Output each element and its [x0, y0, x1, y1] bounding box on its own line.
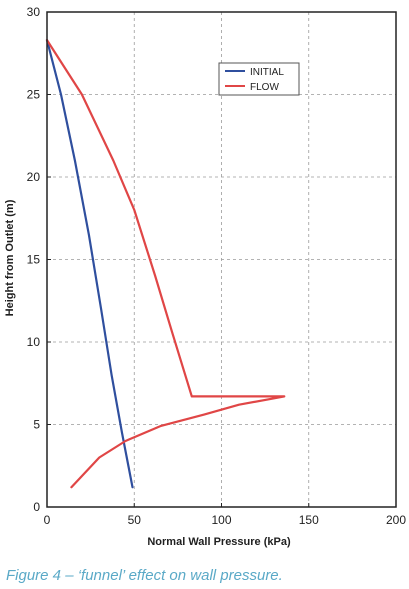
- series-lines: [45, 39, 286, 489]
- y-tick-label-2: 10: [27, 335, 41, 349]
- x-tick-label-1: 50: [128, 513, 142, 527]
- y-axis-title: Height from Outlet (m): [4, 199, 16, 316]
- legend: INITIAL FLOW: [218, 62, 300, 96]
- legend-initial-label: INITIAL: [250, 67, 284, 78]
- series-line-flow: [45, 39, 286, 489]
- x-axis-title: Normal Wall Pressure (kPa): [147, 536, 291, 548]
- legend-flow-label: FLOW: [250, 82, 279, 93]
- y-tick-label-1: 5: [33, 418, 40, 432]
- x-tick-label-3: 150: [299, 513, 319, 527]
- x-tick-label-4: 200: [386, 513, 406, 527]
- figure-caption: Figure 4 – ‘funnel’ effect on wall press…: [6, 567, 283, 584]
- y-tick-label-4: 20: [27, 170, 41, 184]
- x-tick-label-0: 0: [44, 513, 51, 527]
- legend-box: [218, 62, 300, 96]
- series-line-initial: [45, 39, 134, 489]
- y-tick-label-6: 30: [27, 5, 41, 19]
- y-tick-label-5: 25: [27, 88, 41, 102]
- axis-ticks: 0 50 100 150 200 0 5 10 15 20 25 30: [27, 5, 407, 527]
- y-tick-label-0: 0: [33, 500, 40, 514]
- y-tick-label-3: 15: [27, 253, 41, 267]
- x-tick-label-2: 100: [211, 513, 231, 527]
